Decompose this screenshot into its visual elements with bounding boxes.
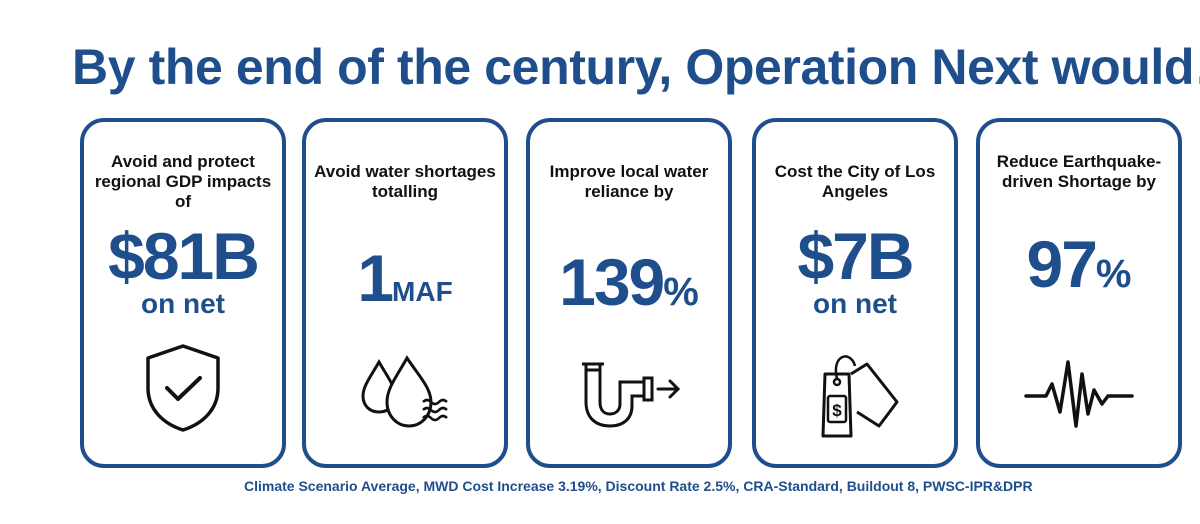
pipe-icon — [574, 358, 684, 435]
seismic-wave-icon — [1024, 354, 1134, 443]
stat-unit: MAF — [392, 276, 453, 307]
footnote: Climate Scenario Average, MWD Cost Incre… — [244, 478, 1033, 494]
stat-card-cost: Cost the City of Los Angeles $7B on net … — [752, 118, 958, 468]
stat-value: 97 — [1026, 227, 1098, 301]
stat-unit: % — [1095, 252, 1132, 296]
stat-unit: % — [663, 270, 699, 314]
water-drops-icon — [357, 354, 453, 435]
stat-value-row: 139% — [530, 244, 728, 320]
stat-card-earthquake: Reduce Earthquake-driven Shortage by 97% — [976, 118, 1182, 468]
shield-check-icon — [140, 342, 226, 439]
stat-value-row: 1MAF — [306, 240, 504, 316]
card-label: Avoid water shortages totalling — [314, 162, 496, 201]
page-title: By the end of the century, Operation Nex… — [72, 39, 1200, 95]
svg-text:$: $ — [832, 401, 842, 420]
stat-value-row: 97% — [980, 226, 1178, 302]
card-label: Avoid and protect regional GDP impacts o… — [94, 152, 272, 211]
card-label: Reduce Earthquake-driven Shortage by — [996, 152, 1162, 191]
card-label: Cost the City of Los Angeles — [774, 162, 936, 201]
price-tag-icon: $ — [807, 344, 903, 445]
stat-sub: on net — [141, 288, 225, 319]
stat-card-gdp: Avoid and protect regional GDP impacts o… — [80, 118, 286, 468]
stat-value: 1 — [357, 241, 394, 315]
stat-value: $7B — [797, 219, 914, 293]
card-label: Improve local water reliance by — [549, 162, 709, 201]
stat-card-reliance: Improve local water reliance by 139% — [526, 118, 732, 468]
stat-value: 139 — [559, 245, 665, 319]
stat-card-shortages: Avoid water shortages totalling 1MAF — [302, 118, 508, 468]
stat-sub: on net — [813, 288, 897, 319]
stat-value: $81B — [108, 219, 260, 293]
